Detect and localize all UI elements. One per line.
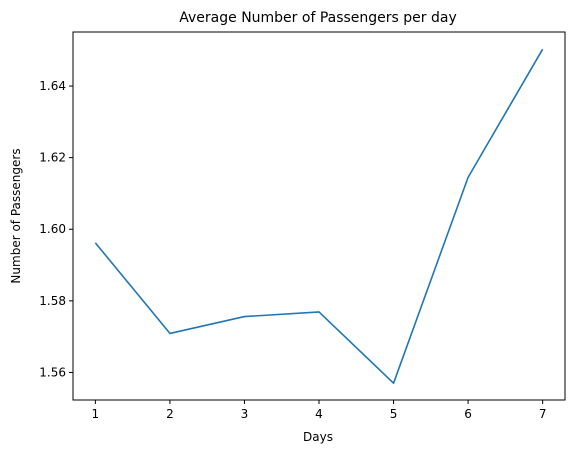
x-tick-label: 6	[464, 407, 472, 421]
plot-frame	[72, 31, 566, 401]
x-tick-label: 7	[539, 407, 547, 421]
series-layer	[94, 48, 544, 384]
x-tick-label: 2	[166, 407, 174, 421]
y-tick-label: 1.64	[39, 79, 66, 93]
y-axis-label: Number of Passengers	[9, 148, 23, 283]
x-tick-label: 1	[92, 407, 100, 421]
y-tick-label: 1.56	[39, 365, 66, 379]
series-line	[94, 48, 544, 384]
axis-ticks: 1 2 3 4 5 6 7 1.56 1.58 1.60 1.62 1.64	[39, 79, 546, 421]
x-axis-label: Days	[303, 430, 333, 444]
chart-title: Average Number of Passengers per day	[179, 10, 457, 26]
y-tick-label: 1.58	[39, 294, 66, 308]
x-tick-label: 3	[241, 407, 249, 421]
x-tick-label: 4	[315, 407, 323, 421]
y-tick-label: 1.62	[39, 151, 66, 165]
x-tick-label: 5	[390, 407, 398, 421]
y-tick-label: 1.60	[39, 222, 66, 236]
